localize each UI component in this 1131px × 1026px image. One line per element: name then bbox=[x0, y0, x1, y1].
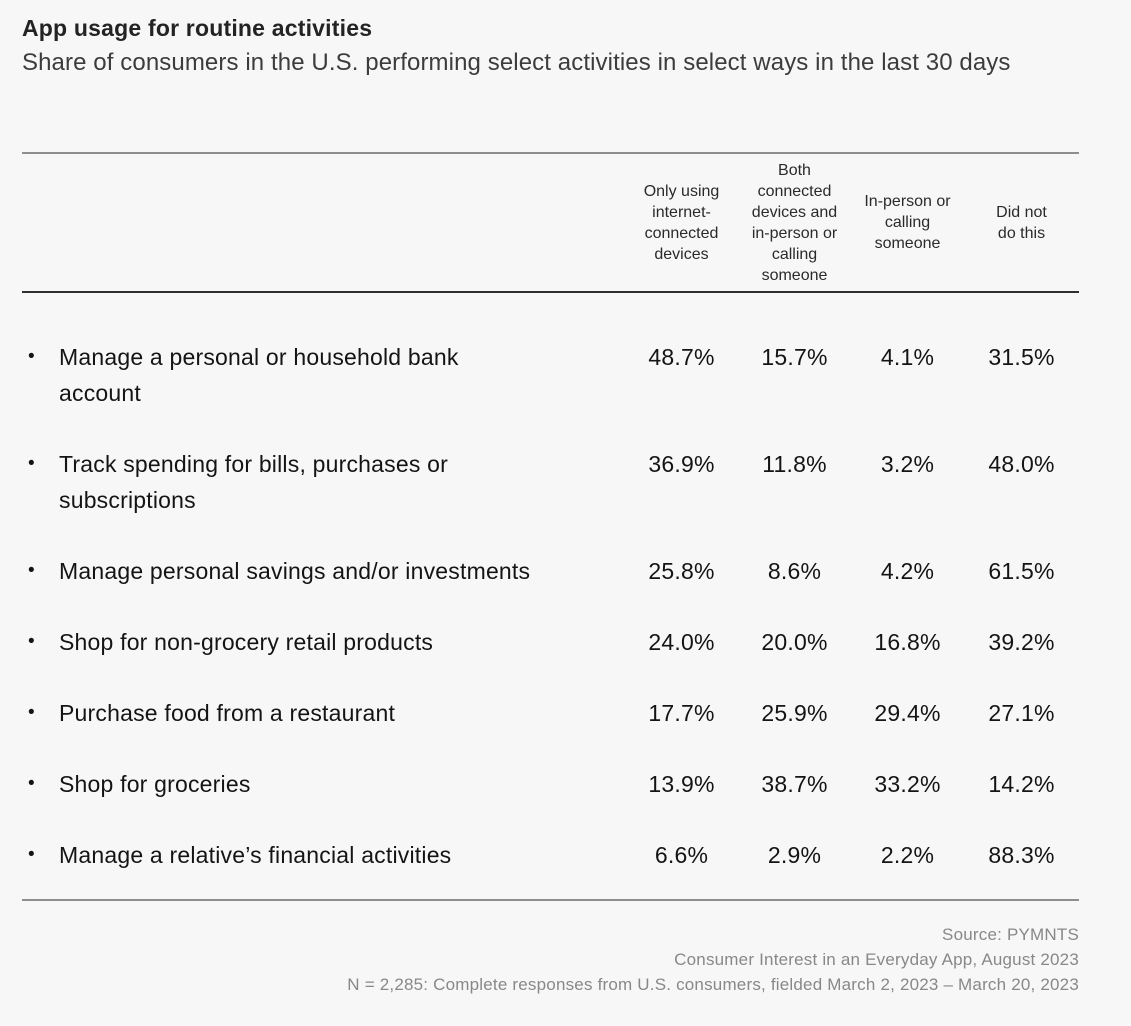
bullet-icon: • bbox=[28, 631, 35, 652]
source-note: Source: PYMNTS Consumer Interest in an E… bbox=[22, 922, 1079, 997]
value-cell: 4.1% bbox=[880, 344, 935, 370]
value-cell: 6.6% bbox=[654, 842, 709, 868]
value-cell: 48.0% bbox=[988, 451, 1055, 477]
activity-cell: • Shop for groceries bbox=[22, 766, 625, 802]
table-row: • Purchase food from a restaurant 17.7% 25.… bbox=[22, 695, 1079, 731]
table-row: • Shop for non-grocery retail products 24.… bbox=[22, 624, 1079, 660]
data-table: Only using internet- connected devices Bo… bbox=[22, 152, 1079, 901]
table-row: • Track spending for bills, purchases or … bbox=[22, 446, 1079, 518]
value-cell: 24.0% bbox=[648, 629, 715, 655]
value-cell: 17.7% bbox=[648, 700, 715, 726]
value-cell: 36.9% bbox=[648, 451, 715, 477]
table-row: • Manage a relative’s financial activitie… bbox=[22, 837, 1079, 873]
value-cell: 2.9% bbox=[767, 842, 822, 868]
value-cell: 15.7% bbox=[761, 344, 828, 370]
value-cell: 13.9% bbox=[648, 771, 715, 797]
activity-label: Shop for groceries bbox=[59, 771, 251, 797]
value-cell: 2.2% bbox=[880, 842, 935, 868]
activity-label: Manage a relative’s financial activities bbox=[59, 842, 452, 868]
source-line: Source: PYMNTS bbox=[942, 925, 1079, 944]
value-cell: 20.0% bbox=[761, 629, 828, 655]
value-cell: 48.7% bbox=[648, 344, 715, 370]
value-cell: 4.2% bbox=[880, 558, 935, 584]
value-cell: 25.8% bbox=[648, 558, 715, 584]
source-line: N = 2,285: Complete responses from U.S. … bbox=[347, 975, 1079, 994]
page-title: App usage for routine activities bbox=[22, 15, 373, 41]
column-header: Did not do this bbox=[996, 203, 1047, 242]
table-row: • Shop for groceries 13.9% 38.7% 33.2% 14.2% bbox=[22, 766, 1079, 802]
value-cell: 14.2% bbox=[988, 771, 1055, 797]
value-cell: 88.3% bbox=[988, 842, 1055, 868]
bullet-icon: • bbox=[28, 346, 35, 367]
value-cell: 16.8% bbox=[874, 629, 941, 655]
activity-label: Manage a personal or household bank acco… bbox=[59, 344, 459, 406]
bullet-icon: • bbox=[28, 773, 35, 794]
activity-label: Manage personal savings and/or investmen… bbox=[59, 558, 531, 584]
value-cell: 8.6% bbox=[767, 558, 822, 584]
table-body: • Manage a personal or household bank acc… bbox=[22, 293, 1079, 899]
bullet-icon: • bbox=[28, 844, 35, 865]
table-header-row: Only using internet- connected devices Bo… bbox=[22, 154, 1079, 293]
value-cell: 31.5% bbox=[988, 344, 1055, 370]
bullet-icon: • bbox=[28, 702, 35, 723]
table-row: • Manage personal savings and/or investme… bbox=[22, 553, 1079, 589]
value-cell: 61.5% bbox=[988, 558, 1055, 584]
value-cell: 11.8% bbox=[762, 451, 827, 477]
table-row: • Manage a personal or household bank acc… bbox=[22, 339, 1079, 411]
activity-cell: • Track spending for bills, purchases or … bbox=[22, 446, 625, 518]
value-cell: 29.4% bbox=[874, 700, 941, 726]
value-cell: 39.2% bbox=[988, 629, 1055, 655]
bullet-icon: • bbox=[28, 560, 35, 581]
column-header: In-person or calling someone bbox=[864, 193, 951, 252]
activity-cell: • Manage a personal or household bank acc… bbox=[22, 339, 625, 411]
activity-label: Purchase food from a restaurant bbox=[59, 700, 396, 726]
value-cell: 3.2% bbox=[880, 451, 935, 477]
value-cell: 33.2% bbox=[874, 771, 941, 797]
value-cell: 38.7% bbox=[761, 771, 828, 797]
value-cell: 27.1% bbox=[988, 700, 1055, 726]
activity-cell: • Manage personal savings and/or investme… bbox=[22, 553, 625, 589]
page-subtitle: Share of consumers in the U.S. performin… bbox=[22, 49, 1011, 76]
value-cell: 25.9% bbox=[761, 700, 828, 726]
activity-cell: • Manage a relative’s financial activitie… bbox=[22, 837, 625, 873]
source-line: Consumer Interest in an Everyday App, Au… bbox=[674, 950, 1079, 969]
activity-label: Shop for non-grocery retail products bbox=[59, 629, 434, 655]
column-header: Only using internet- connected devices bbox=[643, 182, 720, 263]
report-figure: App usage for routine activities Share o… bbox=[22, 13, 1079, 997]
activity-label: Track spending for bills, purchases or s… bbox=[59, 451, 448, 513]
activity-cell: • Shop for non-grocery retail products bbox=[22, 624, 625, 660]
column-header: Both connected devices and in-person or … bbox=[751, 161, 838, 284]
bullet-icon: • bbox=[28, 453, 35, 474]
activity-cell: • Purchase food from a restaurant bbox=[22, 695, 625, 731]
